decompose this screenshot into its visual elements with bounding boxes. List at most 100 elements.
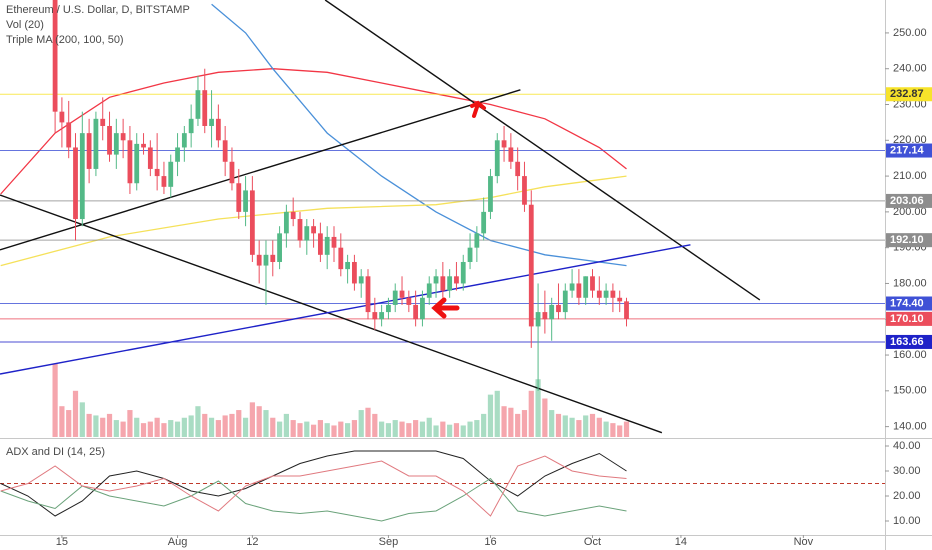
volume-bar [79,402,85,437]
candle-body [283,211,289,234]
candle-body [488,176,493,212]
candle-body [515,161,521,177]
candle-body [127,140,133,184]
volume-bar [569,417,575,437]
price-tag-label: 174.40 [890,297,924,309]
candle-body [263,254,269,266]
moving-average [0,175,627,267]
candle-body [603,290,609,298]
candle-body [583,276,589,298]
volume-bar [290,420,296,437]
indicator-label: ADX and DI (14, 25) [6,446,105,458]
candle-body [229,161,235,184]
volume-bar [195,406,201,437]
price-tag-label: 170.10 [890,313,924,325]
candle-body [297,219,303,241]
candle-body [79,133,85,220]
volume-bar [283,413,289,437]
candle-body [195,90,201,119]
candle-body [324,236,330,255]
candle-body [365,276,371,313]
candle-body [270,254,276,262]
candle-body [590,276,595,291]
candle-body [236,183,242,212]
candle-body [494,140,500,177]
volume-bar [127,410,133,437]
volume-bar [351,420,358,437]
volume-bar [93,415,99,437]
price-tag [886,311,932,326]
candle-body [624,301,629,319]
candle-body [100,118,106,126]
candle-body [249,190,255,255]
candle-body [59,111,65,123]
volume-bar [297,423,303,437]
volume-bar [515,413,521,437]
volume-bar [229,413,235,437]
candle-body [406,297,412,305]
volume-bar [324,423,330,437]
indicator-label: Vol (20) [6,19,44,31]
price-tag [886,296,932,311]
volume-bar [460,425,466,437]
volume-bar [338,421,344,437]
candle-body [399,290,405,298]
candle-body [141,143,146,148]
candle-body [304,226,310,241]
candle-body [256,254,262,266]
candle-body [107,125,112,155]
candle-body [161,176,167,187]
candle-body [243,190,248,212]
y-tick-label: 40.00 [893,440,921,452]
volume-bar [474,420,480,437]
trendline [0,194,663,434]
volume-bar [379,421,385,437]
candle-body [188,118,194,134]
candle-body [215,118,221,141]
volume-bar [481,413,487,437]
price-tag-label: 163.66 [890,336,924,348]
candle-body [562,290,568,313]
volume-bar [508,407,514,437]
adx-panel [0,450,885,522]
candle-body [73,147,78,220]
trendline [0,89,521,251]
volume-bar [372,413,378,437]
volume-bar [576,420,582,437]
volume-bar [263,410,269,437]
volume-bar [215,420,221,437]
chart-title: Ethereum / U.S. Dollar, D, BITSTAMP [6,4,190,16]
candle-body [66,122,72,148]
candle-body [433,276,439,284]
volume-bar [113,420,119,437]
candle-body [596,290,602,298]
arrow [431,297,460,319]
volume-bar [521,410,528,437]
price-tag-label: 217.14 [890,144,925,156]
volume-bar [596,417,602,437]
indicator-line [0,477,627,522]
volume-bar [147,421,153,437]
volume-bar [610,423,616,437]
candle-body [311,226,316,234]
candle-body [202,90,208,126]
candle-body [113,133,119,155]
candle-body [474,233,480,248]
trendline [324,0,761,301]
annotations [431,100,486,319]
volume-bar [86,413,92,437]
volume-bar [555,413,562,437]
candle-body [386,304,391,313]
arrow [470,100,486,118]
candle-body [413,304,419,320]
volume-bar [222,415,228,437]
volume-bar [453,423,460,437]
y-tick-label: 20.00 [893,490,921,502]
y-tick-label: 160.00 [893,349,927,361]
candle-body [379,312,385,320]
volume-bar [589,413,596,437]
candle-body [338,247,344,270]
price-tag [886,193,932,208]
candle-body [181,133,187,148]
